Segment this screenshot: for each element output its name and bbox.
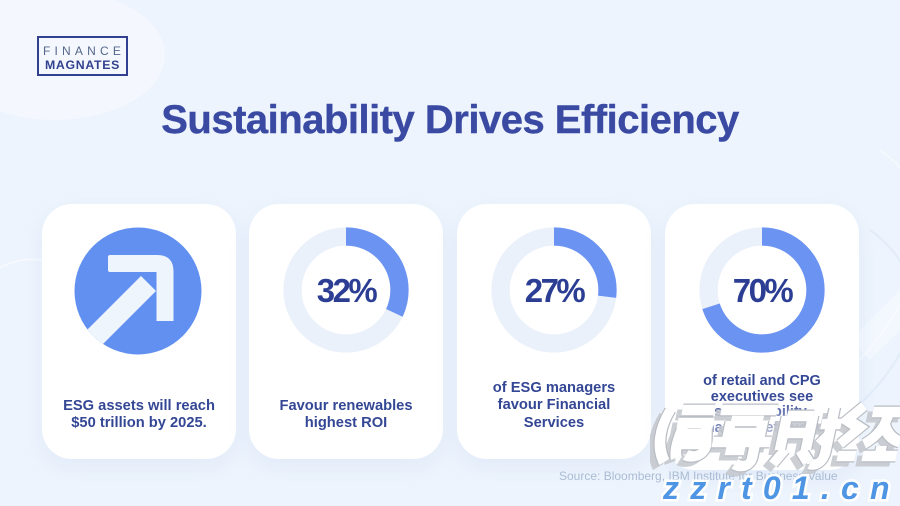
svg-text:zzrt01.cn: zzrt01.cn — [662, 474, 900, 506]
